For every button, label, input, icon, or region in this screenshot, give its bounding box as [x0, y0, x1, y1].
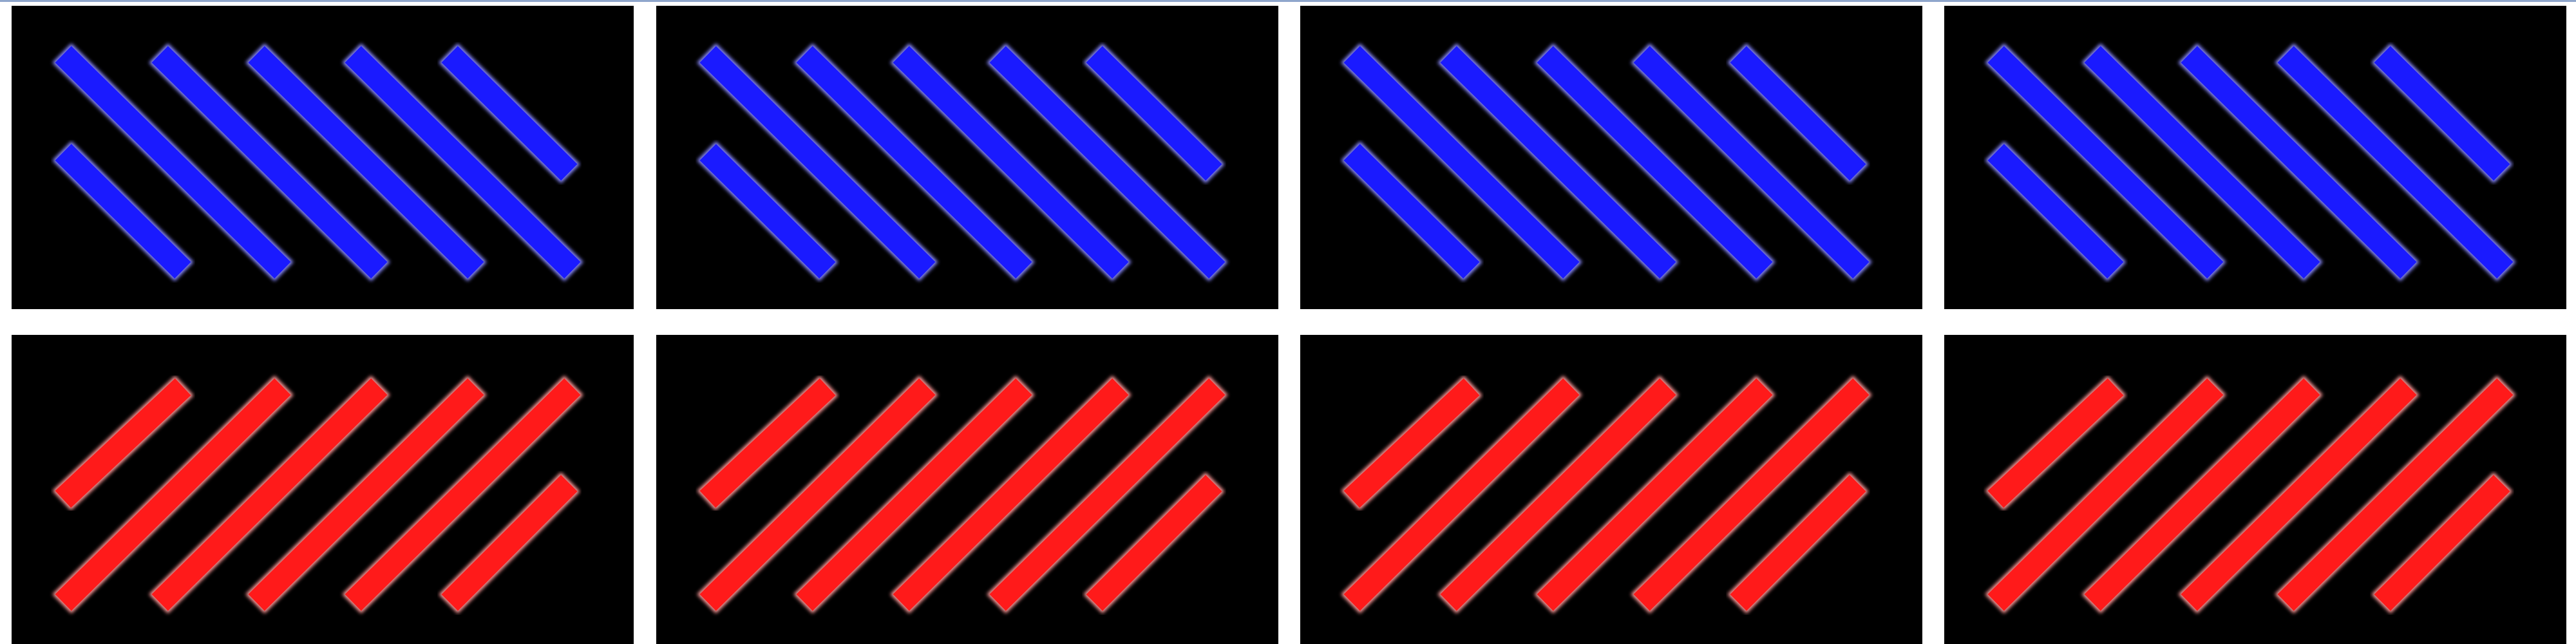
blue-stripe	[441, 46, 578, 181]
red-stripe	[2374, 475, 2510, 611]
red-stripe	[151, 378, 388, 611]
panel-bottom-1	[9, 332, 636, 644]
red-stripe	[55, 378, 291, 611]
blue-stripe	[989, 46, 1226, 279]
panel-frame	[1942, 332, 2569, 644]
red-stripe	[1987, 378, 2124, 508]
panel-bottom-4	[1942, 332, 2569, 644]
blue-stripe	[699, 144, 836, 279]
blue-stripe	[345, 46, 581, 279]
red-stripe	[796, 378, 1032, 611]
red-stripe	[2084, 378, 2320, 611]
blue-stripe	[1440, 46, 1676, 279]
red-stripe	[1086, 475, 1222, 611]
red-stripe	[345, 378, 581, 611]
red-stripe	[1440, 378, 1676, 611]
blue-stripe	[796, 46, 1032, 279]
blue-stripe	[2084, 46, 2320, 279]
blue-stripe	[55, 46, 291, 279]
panel-bottom-3	[1298, 332, 1925, 644]
panel-frame	[1298, 3, 1925, 312]
blue-stripe	[893, 46, 1129, 279]
blue-stripe	[2374, 46, 2510, 181]
panel-frame	[1942, 3, 2569, 312]
blue-stripe	[1537, 46, 1773, 279]
red-stripe	[893, 378, 1129, 611]
red-stripe	[699, 378, 836, 508]
red-stripe	[441, 475, 578, 611]
red-stripe	[55, 378, 191, 508]
red-stripe	[1343, 378, 1480, 508]
panel-top-4	[1942, 3, 2569, 312]
blue-stripe	[1987, 46, 2224, 279]
panel-frame	[9, 332, 636, 644]
panel-frame	[1298, 332, 1925, 644]
top-divider-strip	[0, 0, 2576, 2]
panel-top-3	[1298, 3, 1925, 312]
panel-bottom-2	[654, 332, 1281, 644]
red-stripe	[1633, 378, 1870, 611]
panel-frame	[654, 332, 1281, 644]
blue-stripe	[1633, 46, 1870, 279]
blue-stripe	[1086, 46, 1222, 181]
red-stripe	[248, 378, 484, 611]
red-stripe	[1730, 475, 1866, 611]
blue-stripe	[2277, 46, 2514, 279]
red-stripe	[1987, 378, 2224, 611]
panel-frame	[654, 3, 1281, 312]
blue-stripe	[1987, 144, 2124, 279]
blue-stripe	[1730, 46, 1866, 181]
blue-stripe	[1343, 144, 1480, 279]
blue-stripe	[699, 46, 936, 279]
blue-stripe	[2181, 46, 2417, 279]
red-stripe	[2181, 378, 2417, 611]
red-stripe	[1537, 378, 1773, 611]
red-stripe	[699, 378, 936, 611]
red-stripe	[2277, 378, 2514, 611]
blue-stripe	[248, 46, 484, 279]
red-stripe	[989, 378, 1226, 611]
blue-stripe	[151, 46, 388, 279]
panel-top-2	[654, 3, 1281, 312]
panel-top-1	[9, 3, 636, 312]
blue-stripe	[55, 144, 191, 279]
panel-frame	[9, 3, 636, 312]
red-stripe	[1343, 378, 1580, 611]
blue-stripe	[1343, 46, 1580, 279]
